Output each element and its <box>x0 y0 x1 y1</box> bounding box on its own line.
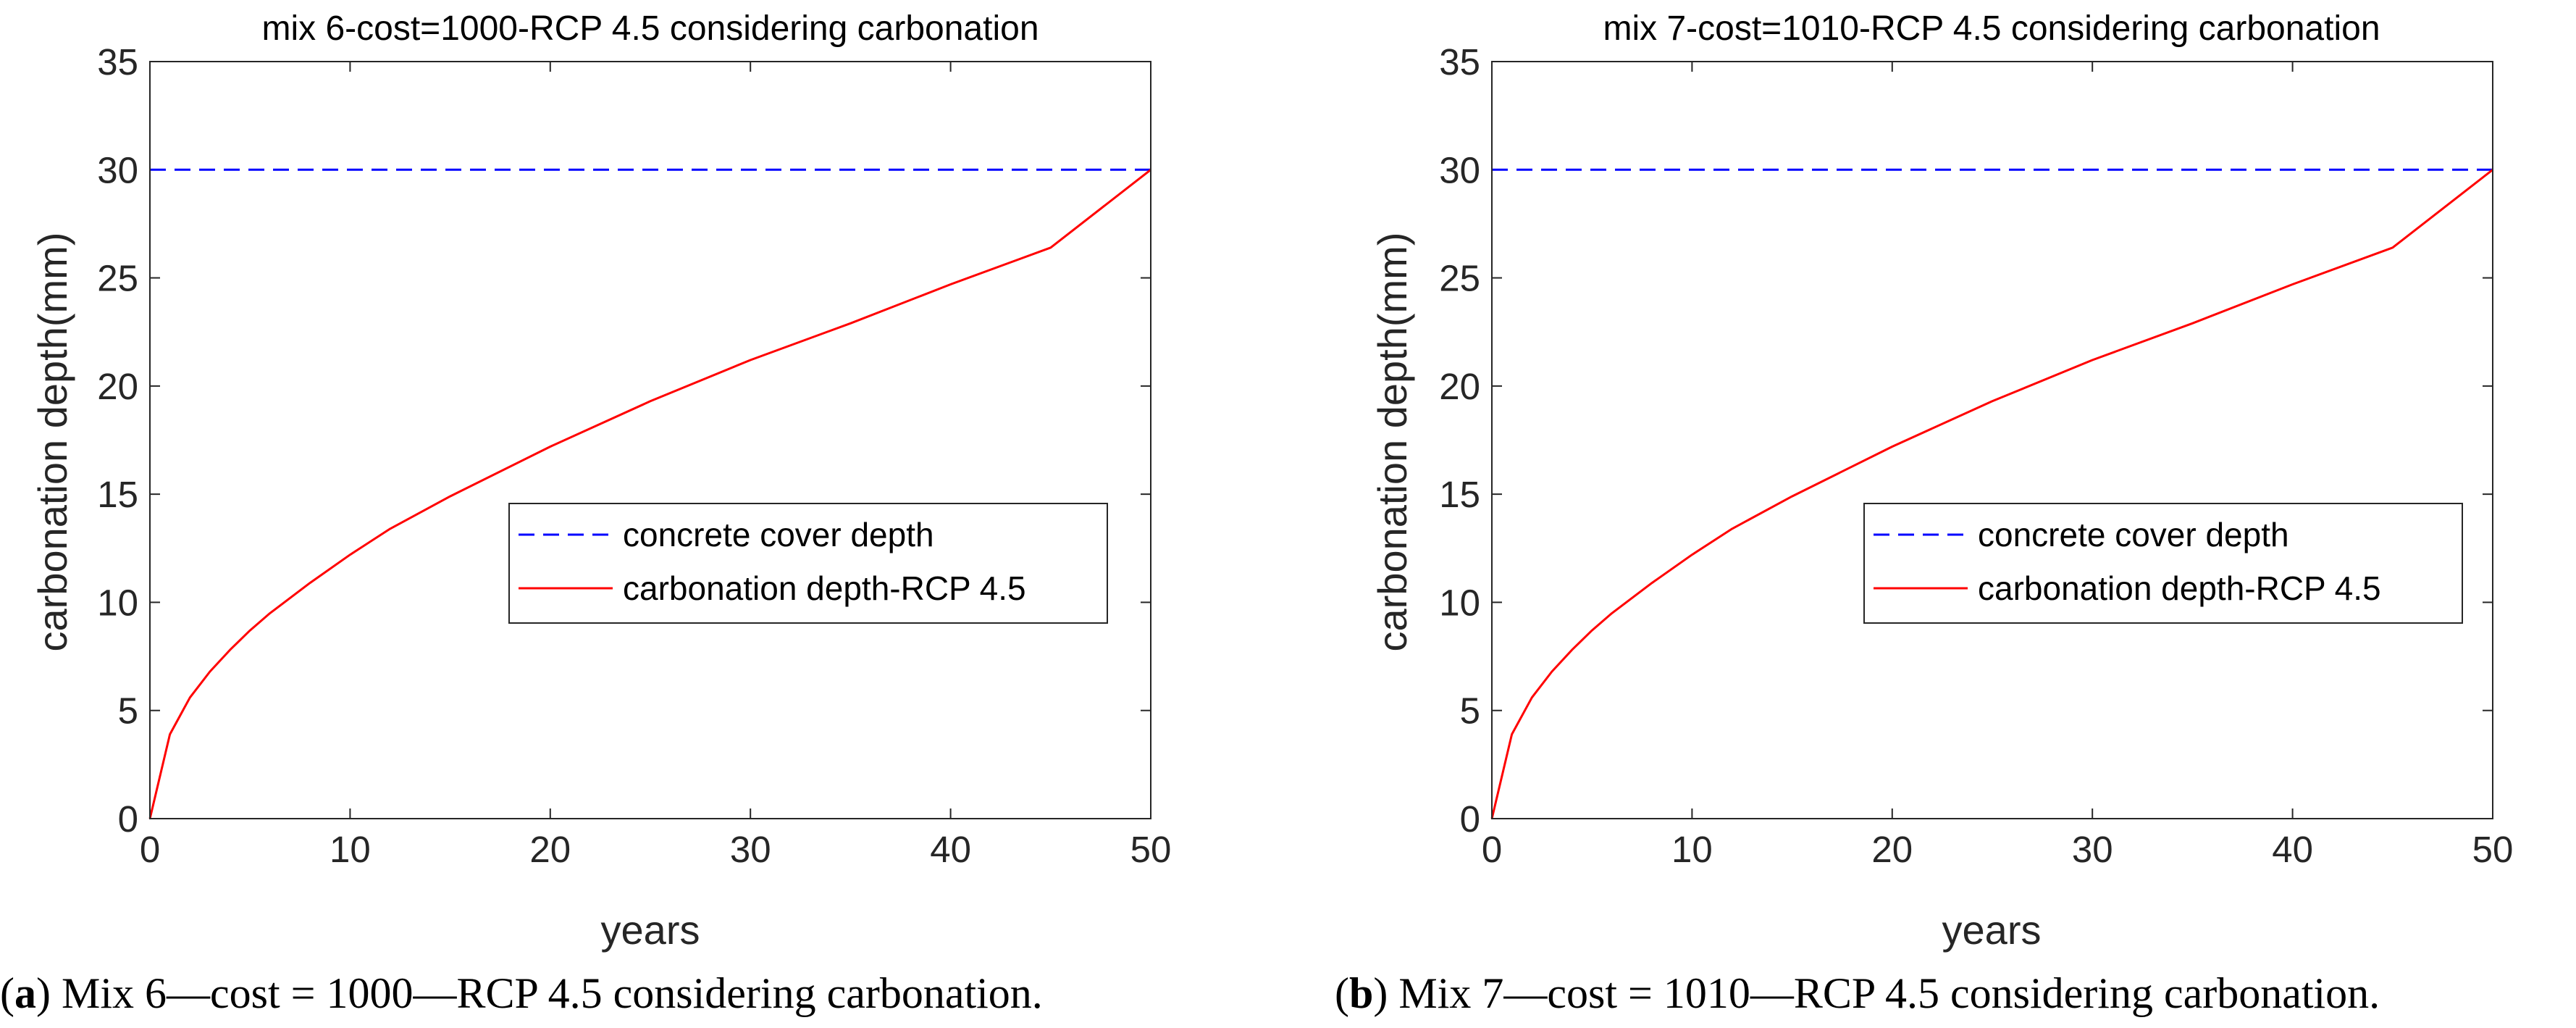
chart-a-legend-box <box>508 503 1108 624</box>
chart-a-xtick-label: 30 <box>730 829 771 870</box>
chart-a-ytick-label: 15 <box>97 474 138 515</box>
chart-b-title: mix 7-cost=1010-RCP 4.5 considering carb… <box>1603 9 2380 48</box>
caption-a: (a) Mix 6—cost = 1000—RCP 4.5 considerin… <box>0 969 1043 1017</box>
chart-a-ytick-label: 0 <box>118 798 138 840</box>
caption-b: (b) Mix 7—cost = 1010—RCP 4.5 considerin… <box>1335 969 2380 1017</box>
chart-a-xtick-label: 10 <box>330 829 371 870</box>
chart-b-axes-box <box>1491 61 2493 819</box>
chart-b-ytick-label: 35 <box>1439 41 1480 83</box>
chart-b-series-carbonation-depth-line <box>1490 169 2493 819</box>
chart-b-ytick-label: 0 <box>1460 798 1480 840</box>
chart-b-xtick-label: 10 <box>1671 829 1713 870</box>
chart-a-ytick-label: 20 <box>97 366 138 407</box>
chart-a-xtick-label: 0 <box>140 829 160 870</box>
caption-b-label: b <box>1348 969 1374 1017</box>
chart-b-ticks: 0 10 20 30 40 50 0 5 10 15 20 25 30 35 <box>1439 41 2513 870</box>
chart-b-xlabel: years <box>1942 907 2042 953</box>
caption-b-text: ) Mix 7—cost = 1010—RCP 4.5 considering … <box>1373 969 2380 1017</box>
caption-a-text: ) Mix 6—cost = 1000—RCP 4.5 considering … <box>35 969 1043 1017</box>
chart-a: mix 6-cost=1000-RCP 4.5 considering carb… <box>30 9 1171 953</box>
chart-b-xtick-label: 30 <box>2072 829 2113 870</box>
chart-b-ytick-label: 5 <box>1460 690 1480 732</box>
chart-b-xtick-label: 50 <box>2472 829 2514 870</box>
chart-a-title: mix 6-cost=1000-RCP 4.5 considering carb… <box>261 9 1039 48</box>
chart-b-ytick-label: 20 <box>1439 366 1480 407</box>
caption-a-label: a <box>14 969 36 1017</box>
chart-b-legend: concrete cover depth carbonation depth-R… <box>1863 503 2463 624</box>
chart-b-xtick-label: 0 <box>1482 829 1502 870</box>
chart-a-xtick-label: 20 <box>529 829 571 870</box>
chart-b: mix 7-cost=1010-RCP 4.5 considering carb… <box>1369 9 2513 953</box>
chart-a-ticks: 0 10 20 30 40 50 0 5 10 15 20 25 30 35 <box>97 41 1171 870</box>
chart-a-ylabel: carbonation depth(mm) <box>30 233 75 652</box>
chart-b-legend-label-cover: concrete cover depth <box>1978 516 2289 553</box>
chart-b-xtick-label: 20 <box>1871 829 1913 870</box>
chart-a-xtick-label: 50 <box>1130 829 1172 870</box>
chart-a-ytick-label: 35 <box>97 41 138 83</box>
chart-a-xtick-label: 40 <box>930 829 971 870</box>
chart-b-ytick-label: 30 <box>1439 149 1480 191</box>
chart-a-legend-label-cover: concrete cover depth <box>623 516 934 553</box>
chart-b-legend-box <box>1863 503 2463 624</box>
chart-a-xlabel: years <box>601 907 700 953</box>
chart-b-legend-label-carbonation: carbonation depth-RCP 4.5 <box>1978 569 2381 607</box>
chart-a-legend: concrete cover depth carbonation depth-R… <box>508 503 1108 624</box>
chart-a-ytick-label: 5 <box>118 690 138 732</box>
chart-b-ytick-label: 15 <box>1439 474 1480 515</box>
chart-b-ytick-label: 25 <box>1439 258 1480 299</box>
chart-a-series <box>148 168 1151 819</box>
chart-a-axes-box <box>149 61 1151 819</box>
chart-a-ytick-label: 25 <box>97 258 138 299</box>
chart-b-ylabel: carbonation depth(mm) <box>1369 233 1415 652</box>
chart-b-series <box>1490 168 2493 819</box>
chart-a-legend-label-carbonation: carbonation depth-RCP 4.5 <box>623 569 1026 607</box>
chart-a-ytick-label: 30 <box>97 149 138 191</box>
chart-b-xtick-label: 40 <box>2272 829 2313 870</box>
chart-a-ytick-label: 10 <box>97 582 138 623</box>
chart-b-ytick-label: 10 <box>1439 582 1480 623</box>
chart-a-series-carbonation-depth-line <box>148 169 1151 819</box>
